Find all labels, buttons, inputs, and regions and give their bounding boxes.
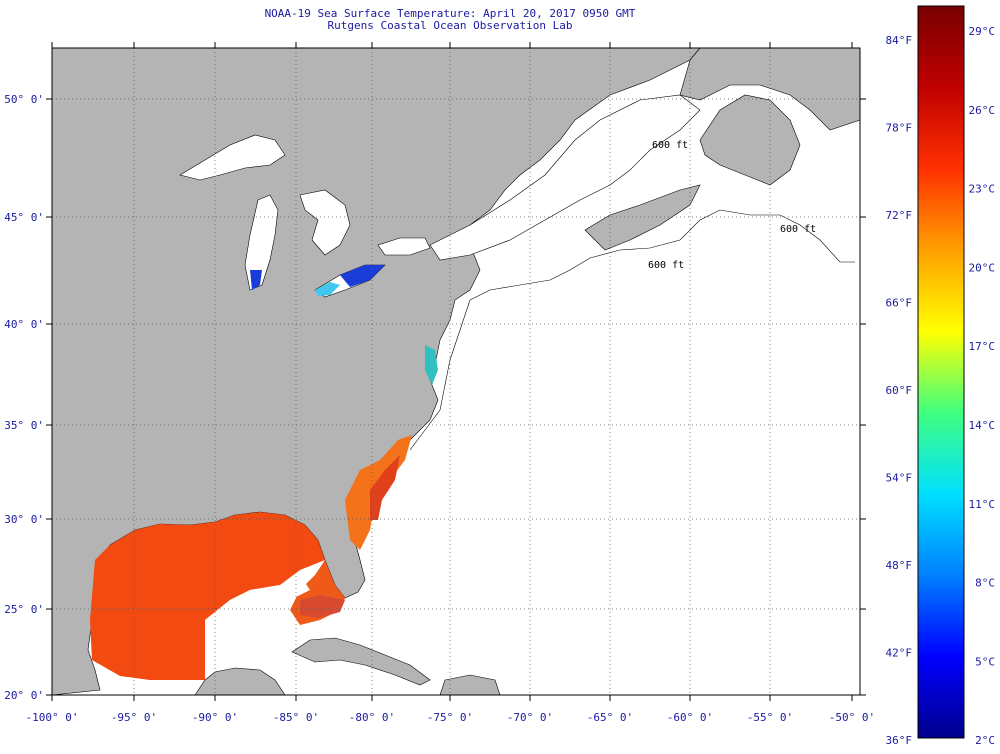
land-nova-scotia — [584, 184, 701, 251]
colorbar — [917, 5, 965, 739]
lon-label: -70° 0' — [507, 711, 553, 724]
land-yucatan — [194, 667, 286, 696]
colorbar-celsius-labels: 29°C 26°C 23°C 20°C 17°C 14°C 11°C 8°C 5°C 2°C — [969, 25, 996, 747]
lon-label: -65° 0' — [587, 711, 633, 724]
colorbar-f-label: 60°F — [886, 384, 913, 397]
colorbar-c-label: 5°C — [975, 655, 995, 668]
title-line-1: NOAA-19 Sea Surface Temperature: April 2… — [264, 7, 636, 20]
sst-lake-michigan-south — [250, 270, 262, 290]
lon-label: -50° 0' — [829, 711, 875, 724]
colorbar-c-label: 2°C — [975, 734, 995, 747]
lon-label: -55° 0' — [747, 711, 793, 724]
lat-label: 20° 0' — [4, 689, 44, 702]
land-hispaniola — [439, 674, 501, 696]
sst-gulf-clouds — [205, 575, 310, 665]
lon-label: -100° 0' — [26, 711, 79, 724]
st-lawrence-river — [429, 94, 701, 261]
isobath-600ft — [409, 209, 855, 451]
lon-label: -90° 0' — [192, 711, 238, 724]
lon-label: -80° 0' — [349, 711, 395, 724]
lake-michigan — [244, 194, 279, 291]
lake-superior — [179, 134, 286, 181]
latitude-labels: 50° 0' 45° 0' 40° 0' 35° 0' 30° 0' 25° 0' 20° … — [4, 93, 44, 702]
colorbar-c-label: 11°C — [969, 498, 996, 511]
colorbar-f-label: 78°F — [886, 122, 913, 135]
sst-lake-erie-west — [315, 282, 340, 296]
colorbar-f-label: 54°F — [886, 472, 913, 485]
colorbar-f-label: 66°F — [886, 297, 913, 310]
lat-label: 35° 0' — [4, 419, 44, 432]
lon-label: -85° 0' — [273, 711, 319, 724]
colorbar-c-label: 23°C — [969, 183, 996, 196]
title-line-2: Rutgens Coastal Ocean Observation Lab — [327, 19, 573, 32]
map-border — [51, 47, 861, 696]
colorbar-f-label: 48°F — [886, 559, 913, 572]
sst-caribbean-patch — [300, 595, 345, 618]
map-title: NOAA-19 Sea Surface Temperature: April 2… — [0, 8, 900, 32]
sst-lake-erie — [340, 265, 385, 287]
colorbar-f-label: 84°F — [886, 34, 913, 47]
isobath-label: 600 ft — [780, 224, 816, 235]
lat-label: 50° 0' — [4, 93, 44, 106]
land-cuba — [291, 637, 431, 686]
colorbar-fahrenheit-labels: 84°F 78°F 72°F 66°F 60°F 54°F 48°F 42°F 36°F — [886, 34, 913, 747]
lake-huron — [299, 189, 351, 256]
lat-label: 25° 0' — [4, 603, 44, 616]
colorbar-c-label: 8°C — [975, 577, 995, 590]
colorbar-c-label: 14°C — [969, 419, 996, 432]
sst-gulf-stream-core — [370, 455, 400, 520]
isobath-label: 600 ft — [652, 140, 688, 151]
lon-label: -75° 0' — [427, 711, 473, 724]
colorbar-f-label: 42°F — [886, 647, 913, 660]
land-newfoundland — [699, 94, 801, 186]
lat-label: 30° 0' — [4, 513, 44, 526]
graticule — [46, 42, 866, 701]
isobath-label: 600 ft — [648, 260, 684, 271]
lake-ontario — [377, 237, 431, 256]
longitude-labels: -100° 0' -95° 0' -90° 0' -85° 0' -80° 0' -75°… — [26, 711, 876, 724]
colorbar-gradient — [917, 5, 965, 739]
colorbar-c-label: 26°C — [969, 104, 996, 117]
lat-label: 40° 0' — [4, 318, 44, 331]
lon-label: -60° 0' — [667, 711, 713, 724]
sst-gulf-of-mexico — [90, 512, 325, 680]
colorbar-c-label: 17°C — [969, 340, 996, 353]
colorbar-f-label: 36°F — [886, 734, 913, 747]
lat-label: 45° 0' — [4, 211, 44, 224]
sst-data — [90, 265, 438, 680]
colorbar-c-label: 20°C — [969, 261, 996, 274]
colorbar-c-label: 29°C — [969, 25, 996, 38]
lon-label: -95° 0' — [111, 711, 157, 724]
sst-chesapeake — [425, 345, 438, 385]
colorbar-f-label: 72°F — [886, 209, 913, 222]
